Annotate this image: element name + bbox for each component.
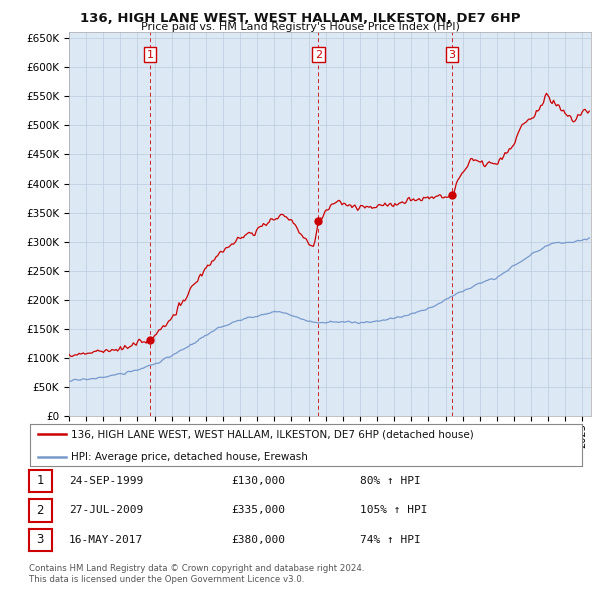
Text: 105% ↑ HPI: 105% ↑ HPI [360,506,427,515]
Text: 27-JUL-2009: 27-JUL-2009 [69,506,143,515]
Text: Price paid vs. HM Land Registry's House Price Index (HPI): Price paid vs. HM Land Registry's House … [140,22,460,32]
Text: 74% ↑ HPI: 74% ↑ HPI [360,535,421,545]
Text: 1: 1 [37,474,44,487]
Text: £380,000: £380,000 [231,535,285,545]
Text: 3: 3 [448,50,455,60]
Text: 2: 2 [37,504,44,517]
Text: 1: 1 [146,50,154,60]
Text: 24-SEP-1999: 24-SEP-1999 [69,476,143,486]
Text: £130,000: £130,000 [231,476,285,486]
Text: Contains HM Land Registry data © Crown copyright and database right 2024.: Contains HM Land Registry data © Crown c… [29,564,364,573]
Text: 136, HIGH LANE WEST, WEST HALLAM, ILKESTON, DE7 6HP (detached house): 136, HIGH LANE WEST, WEST HALLAM, ILKEST… [71,430,474,439]
Text: 80% ↑ HPI: 80% ↑ HPI [360,476,421,486]
Text: 3: 3 [37,533,44,546]
Text: 2: 2 [315,50,322,60]
Text: £335,000: £335,000 [231,506,285,515]
Text: HPI: Average price, detached house, Erewash: HPI: Average price, detached house, Erew… [71,452,308,462]
Text: 136, HIGH LANE WEST, WEST HALLAM, ILKESTON, DE7 6HP: 136, HIGH LANE WEST, WEST HALLAM, ILKEST… [80,12,520,25]
Text: 16-MAY-2017: 16-MAY-2017 [69,535,143,545]
Text: This data is licensed under the Open Government Licence v3.0.: This data is licensed under the Open Gov… [29,575,304,584]
